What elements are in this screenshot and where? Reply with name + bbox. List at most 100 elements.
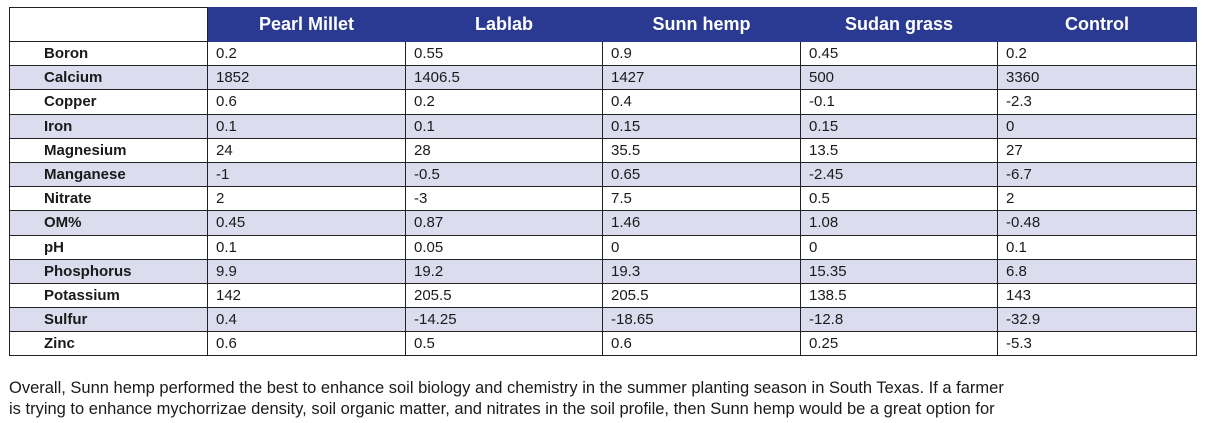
table-cell: 0.6 — [602, 331, 801, 357]
row-label-cell: Sulfur — [9, 307, 208, 333]
table-cell: 0.2 — [207, 40, 406, 67]
table-row: Boron 0.2 0.55 0.9 0.45 0.2 — [9, 40, 1197, 67]
column-header-pearl-millet: Pearl Millet — [207, 7, 406, 42]
table-cell: 0.1 — [997, 234, 1197, 260]
table-cell: 2 — [207, 186, 406, 212]
table-row: Potassium 142 205.5 205.5 138.5 143 — [9, 282, 1197, 309]
table-cell: 35.5 — [602, 137, 801, 163]
table-row: Phosphorus 9.9 19.2 19.3 15.35 6.8 — [9, 258, 1197, 284]
paragraph-line-2: is trying to enhance mychorrizae density… — [9, 400, 995, 418]
table-row: Sulfur 0.4 -14.25 -18.65 -12.8 -32.9 — [9, 307, 1197, 333]
table-cell: 0.25 — [800, 331, 998, 357]
soil-nutrient-table: Pearl Millet Lablab Sunn hemp Sudan gras… — [9, 7, 1197, 357]
table-cell: 28 — [405, 137, 603, 163]
table-cell: 1.46 — [602, 210, 801, 236]
column-header-sudan-grass: Sudan grass — [800, 7, 998, 42]
table-cell: 24 — [207, 137, 406, 163]
table-cell: 9.9 — [207, 258, 406, 284]
table-cell: 6.8 — [997, 258, 1197, 284]
table-cell: 138.5 — [800, 282, 998, 309]
table-cell: 0.4 — [207, 307, 406, 333]
column-header-lablab: Lablab — [405, 7, 603, 42]
table-cell: 1.08 — [800, 210, 998, 236]
table-row: Zinc 0.6 0.5 0.6 0.25 -5.3 — [9, 331, 1197, 357]
table-cell: 142 — [207, 282, 406, 309]
column-header-control: Control — [997, 7, 1197, 42]
table-cell: 0.15 — [602, 113, 801, 139]
row-label-cell: Boron — [9, 40, 208, 67]
table-cell: 0.6 — [207, 331, 406, 357]
row-label-cell: Copper — [9, 89, 208, 115]
table-cell: 0.05 — [405, 234, 603, 260]
table-cell: -0.5 — [405, 161, 603, 188]
table-cell: 0.45 — [207, 210, 406, 236]
table-cell: 1852 — [207, 65, 406, 91]
table-cell: 0.9 — [602, 40, 801, 67]
table-row: Calcium 1852 1406.5 1427 500 3360 — [9, 65, 1197, 91]
table-cell: 0.6 — [207, 89, 406, 115]
summary-paragraph: Overall, Sunn hemp performed the best to… — [9, 378, 1204, 420]
table-cell: 27 — [997, 137, 1197, 163]
table-cell: 0.87 — [405, 210, 603, 236]
table-cell: 0.2 — [405, 89, 603, 115]
column-header-sunn-hemp: Sunn hemp — [602, 7, 801, 42]
table-cell: 0.1 — [207, 234, 406, 260]
table-cell: 15.35 — [800, 258, 998, 284]
row-label-cell: Phosphorus — [9, 258, 208, 284]
table-cell: 0.1 — [207, 113, 406, 139]
table-cell: 0.1 — [405, 113, 603, 139]
table-row: Copper 0.6 0.2 0.4 -0.1 -2.3 — [9, 89, 1197, 115]
table-row: OM% 0.45 0.87 1.46 1.08 -0.48 — [9, 210, 1197, 236]
table-cell: -5.3 — [997, 331, 1197, 357]
soil-nutrient-table-container: Pearl Millet Lablab Sunn hemp Sudan gras… — [9, 7, 1197, 357]
table-cell: 13.5 — [800, 137, 998, 163]
table-cell: 3360 — [997, 65, 1197, 91]
table-cell: 2 — [997, 186, 1197, 212]
row-label-cell: Potassium — [9, 282, 208, 309]
row-label-cell: Zinc — [9, 331, 208, 357]
table-header-row: Pearl Millet Lablab Sunn hemp Sudan gras… — [9, 7, 1197, 42]
table-cell: 0.15 — [800, 113, 998, 139]
row-label-cell: Calcium — [9, 65, 208, 91]
table-cell: 500 — [800, 65, 998, 91]
table-cell: 205.5 — [602, 282, 801, 309]
table-cell: -0.1 — [800, 89, 998, 115]
table-cell: 0.4 — [602, 89, 801, 115]
table-cell: 7.5 — [602, 186, 801, 212]
table-cell: 0.5 — [405, 331, 603, 357]
table-cell: 0.2 — [997, 40, 1197, 67]
table-cell: -32.9 — [997, 307, 1197, 333]
table-cell: -14.25 — [405, 307, 603, 333]
table-row: Nitrate 2 -3 7.5 0.5 2 — [9, 186, 1197, 212]
header-corner-cell — [9, 7, 208, 42]
table-row: pH 0.1 0.05 0 0 0.1 — [9, 234, 1197, 260]
row-label-cell: Iron — [9, 113, 208, 139]
table-cell: -2.3 — [997, 89, 1197, 115]
table-cell: -1 — [207, 161, 406, 188]
table-cell: 0 — [997, 113, 1197, 139]
row-label-cell: OM% — [9, 210, 208, 236]
table-cell: 0.5 — [800, 186, 998, 212]
row-label-cell: pH — [9, 234, 208, 260]
row-label-cell: Manganese — [9, 161, 208, 188]
table-row: Iron 0.1 0.1 0.15 0.15 0 — [9, 113, 1197, 139]
table-cell: 19.3 — [602, 258, 801, 284]
table-cell: 1406.5 — [405, 65, 603, 91]
table-cell: 205.5 — [405, 282, 603, 309]
row-label-cell: Magnesium — [9, 137, 208, 163]
table-cell: -3 — [405, 186, 603, 212]
table-cell: 0.65 — [602, 161, 801, 188]
table-cell: 0 — [602, 234, 801, 260]
table-cell: 143 — [997, 282, 1197, 309]
table-cell: -0.48 — [997, 210, 1197, 236]
table-cell: -18.65 — [602, 307, 801, 333]
row-label-cell: Nitrate — [9, 186, 208, 212]
table-row: Manganese -1 -0.5 0.65 -2.45 -6.7 — [9, 161, 1197, 188]
table-cell: 0.45 — [800, 40, 998, 67]
table-body: Boron 0.2 0.55 0.9 0.45 0.2 Calcium 1852 1406.5 1… — [9, 40, 1197, 357]
table-cell: 1427 — [602, 65, 801, 91]
table-cell: -6.7 — [997, 161, 1197, 188]
paragraph-line-1: Overall, Sunn hemp performed the best to… — [9, 379, 1004, 397]
table-row: Magnesium 24 28 35.5 13.5 27 — [9, 137, 1197, 163]
table-cell: -12.8 — [800, 307, 998, 333]
